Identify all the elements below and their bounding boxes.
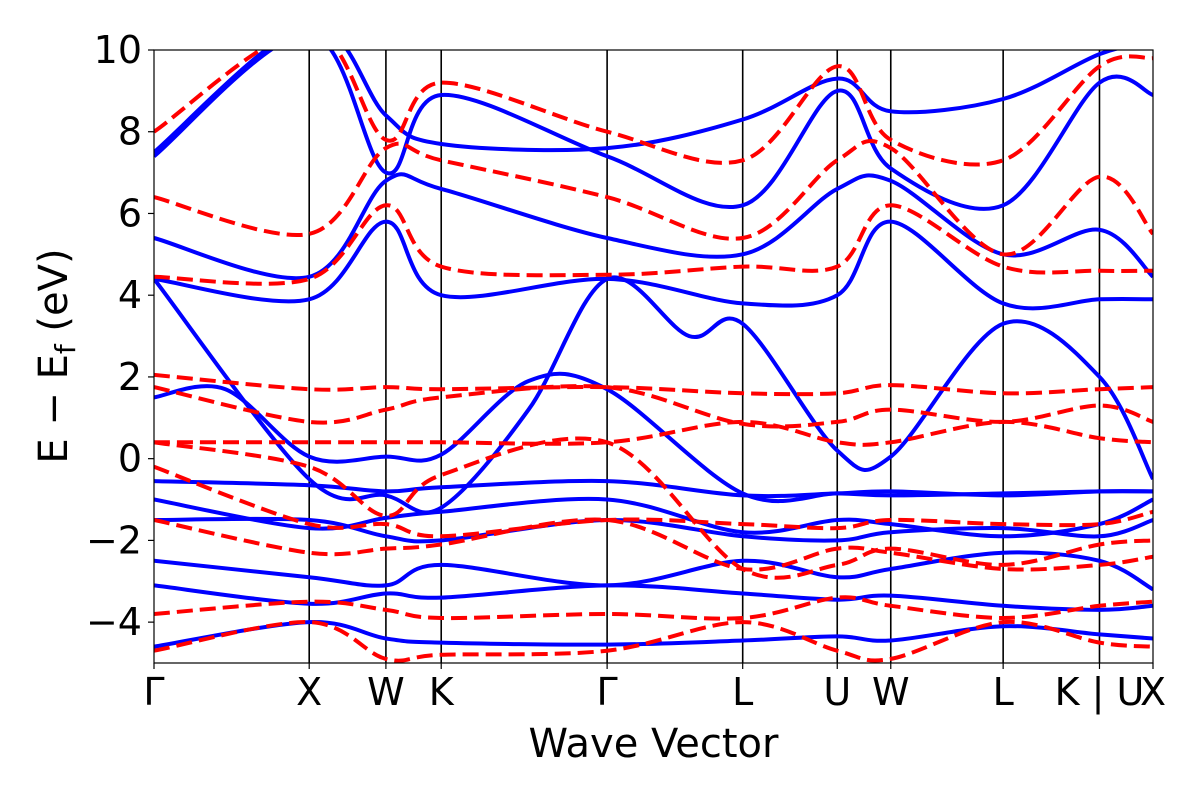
x-tick-label-0: Γ [143, 670, 164, 714]
solid-band-1 [154, 583, 1153, 612]
y-tick-label-3: 2 [118, 355, 142, 399]
x-tick-label-1: X [296, 670, 322, 714]
dashed-band-20 [154, 203, 1153, 286]
solid-band-8 [154, 219, 1153, 311]
y-tick-label-4: 4 [118, 273, 142, 317]
kpoint-divider-lines [308, 50, 1101, 663]
y-tick-label-1: −2 [86, 518, 142, 562]
solid-band-0 [154, 620, 1153, 649]
x-tick-label-9: K | U [1055, 670, 1145, 715]
y-axis-title: E − Ef (eV) [31, 248, 82, 463]
x-tick-label-4: Γ [597, 670, 618, 714]
x-tick-label-7: W [872, 670, 910, 714]
y-tick-label-0: −4 [86, 600, 142, 644]
dashed-band-16 [154, 436, 1153, 580]
dashed-band-19 [154, 372, 1153, 397]
y-tick-label-7: 10 [94, 28, 142, 72]
x-tick-label-8: L [993, 670, 1014, 714]
y-axis-title-unit: (eV) [31, 248, 77, 344]
dashed-band-22 [154, 50, 1153, 167]
solid-band-10 [154, 50, 1153, 211]
x-tick-label-2: W [367, 670, 405, 714]
solid-band-5 [154, 478, 1153, 499]
y-tick-label-5: 6 [118, 191, 142, 235]
band-lines [154, 50, 1153, 663]
x-tick-label-6: U [823, 670, 851, 714]
x-axis-title: Wave Vector [529, 721, 780, 767]
solid-band-7 [154, 275, 1153, 515]
dashed-band-17 [154, 419, 1153, 447]
plot-background [154, 50, 1153, 663]
x-tick-label-5: L [732, 670, 753, 714]
dashed-band-18 [154, 384, 1153, 429]
solid-band-11 [154, 50, 1120, 154]
y-axis-ticks: −4 −2 0 2 4 6 8 10 [86, 28, 154, 644]
x-tick-label-3: K [429, 670, 455, 714]
dashed-band-12 [154, 619, 1153, 663]
dashed-band-15 [154, 464, 1153, 539]
y-axis-title-subscript: f [49, 343, 82, 354]
plot-frame [153, 49, 1154, 664]
y-tick-label-6: 8 [118, 110, 142, 154]
dashed-band-13 [154, 595, 1153, 621]
solid-band-6 [154, 371, 1153, 504]
y-tick-label-2: 0 [118, 437, 142, 481]
y-axis-title-main: E − E [31, 354, 77, 464]
x-tick-label-10: X [1140, 670, 1166, 714]
dashed-band-21 [154, 138, 1153, 257]
solid-band-2 [154, 550, 1153, 592]
